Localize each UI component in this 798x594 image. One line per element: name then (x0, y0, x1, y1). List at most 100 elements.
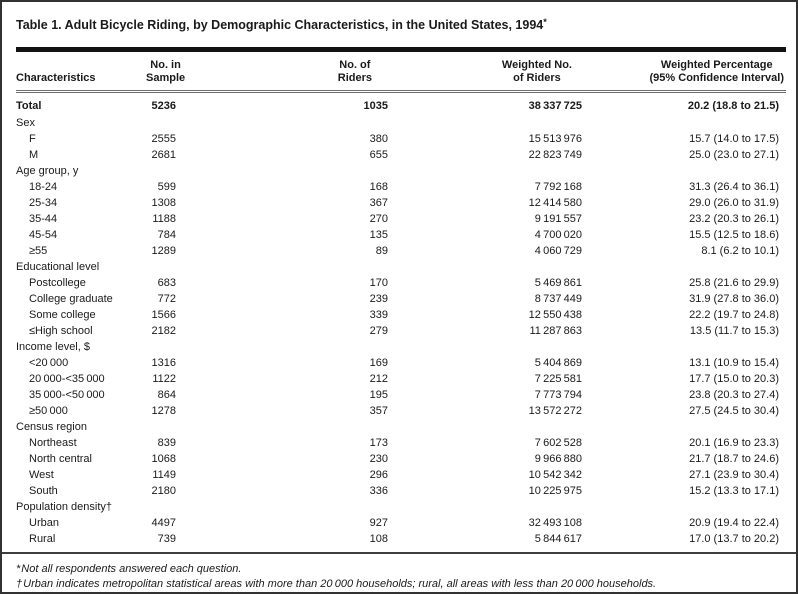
cell-weighted-no: 5 469 861 (534, 277, 582, 289)
cell-no-of-riders: 380 (369, 133, 388, 145)
cell-no-of-riders: 168 (369, 181, 388, 193)
cell-no-in-sample: 739 (157, 533, 176, 545)
cell-no-of-riders: 1035 (363, 100, 388, 112)
cell-weighted-pct: 15.2 (13.3 to 17.1) (689, 485, 779, 497)
cell-weighted-pct: 31.3 (26.4 to 36.1) (689, 181, 779, 193)
table-row: ≥50 000 1278 357 13 572 272 27.5 (24.5 to 30… (16, 403, 786, 419)
cell-no-in-sample: 784 (157, 229, 176, 241)
table-title-footnote-marker: * (543, 17, 547, 27)
section-label: Census region (16, 421, 87, 433)
table-row: F 2555 380 15 513 976 15.7 (14.0 to 17.5) (16, 131, 786, 147)
cell-characteristic: 45-54 (29, 229, 58, 241)
section-label: Sex (16, 117, 35, 129)
table-row: College graduate 772 239 8 737 449 31.9 (27.… (16, 291, 786, 307)
cell-no-in-sample: 4497 (151, 517, 176, 529)
cell-characteristic: 35-44 (29, 213, 58, 225)
column-header-characteristics: Characteristics (16, 47, 146, 93)
cell-weighted-pct: 20.2 (18.8 to 21.5) (687, 100, 779, 112)
cell-weighted-no: 10 542 342 (528, 469, 582, 481)
cell-weighted-pct: 25.0 (23.0 to 27.1) (689, 149, 779, 161)
cell-characteristic: ≥50 000 (29, 405, 68, 417)
cell-no-in-sample: 5236 (151, 100, 176, 112)
cell-no-of-riders: 279 (369, 325, 388, 337)
cell-no-of-riders: 270 (369, 213, 388, 225)
section-header-row: Educational level (16, 259, 786, 275)
footnote-marker: † (16, 578, 23, 590)
total-row: Total 5236 1035 38 337 725 20.2 (18.8 to 21.… (16, 92, 786, 116)
section-label: Age group, y (16, 165, 79, 177)
cell-no-of-riders: 336 (369, 485, 388, 497)
cell-no-of-riders: 357 (369, 405, 388, 417)
cell-characteristic: <20 000 (29, 357, 69, 369)
cell-no-in-sample: 839 (157, 437, 176, 449)
table-row: 35 000-<50 000 864 195 7 773 794 23.8 (20.3 … (16, 387, 786, 403)
table-row: 25-34 1308 367 12 414 580 29.0 (26.0 to 31.9… (16, 195, 786, 211)
cell-no-of-riders: 230 (369, 453, 388, 465)
cell-weighted-pct: 29.0 (26.0 to 31.9) (689, 197, 779, 209)
cell-no-in-sample: 2555 (151, 133, 176, 145)
cell-no-in-sample: 1188 (152, 213, 176, 225)
cell-no-of-riders: 170 (369, 277, 388, 289)
table-content: Table 1. Adult Bicycle Riding, by Demogr… (2, 2, 796, 547)
cell-no-in-sample: 1122 (152, 373, 176, 385)
cell-characteristic: 20 000-<35 000 (29, 373, 105, 385)
footnotes: *Not all respondents answered each quest… (2, 554, 796, 592)
table-row: South 2180 336 10 225 975 15.2 (13.3 to 17.1… (16, 483, 786, 499)
table-row: ≥55 1289 89 4 060 729 8.1 (6.2 to 10.1) (16, 243, 786, 259)
cell-no-in-sample: 1316 (151, 357, 176, 369)
footnote: †Urban indicates metropolitan statistica… (16, 577, 782, 592)
footnote-marker: * (16, 563, 21, 575)
column-header-no-of-riders: No. of Riders (261, 47, 421, 93)
cell-weighted-pct: 13.5 (11.7 to 15.3) (689, 325, 779, 337)
cell-no-of-riders: 339 (369, 309, 388, 321)
cell-characteristic: F (29, 133, 36, 145)
cell-weighted-no: 7 773 794 (534, 389, 582, 401)
cell-weighted-no: 9 191 557 (534, 213, 582, 225)
table-row: Northeast 839 173 7 602 528 20.1 (16.9 to 23… (16, 435, 786, 451)
cell-characteristic: Northeast (29, 437, 77, 449)
cell-weighted-pct: 20.9 (19.4 to 22.4) (689, 517, 779, 529)
column-header-weighted-percentage: Weighted Percentage (95% Confidence Inter… (596, 47, 786, 93)
cell-weighted-no: 15 513 976 (528, 133, 582, 145)
cell-no-in-sample: 2180 (151, 485, 176, 497)
cell-no-of-riders: 195 (369, 389, 388, 401)
cell-no-of-riders: 927 (369, 517, 388, 529)
cell-weighted-no: 8 737 449 (534, 293, 582, 305)
section-label: Income level, $ (16, 341, 90, 353)
table-row: Postcollege 683 170 5 469 861 25.8 (21.6 to … (16, 275, 786, 291)
cell-no-in-sample: 2182 (151, 325, 176, 337)
section-header-row: Sex (16, 115, 786, 131)
cell-weighted-pct: 8.1 (6.2 to 10.1) (701, 245, 779, 257)
cell-weighted-pct: 23.2 (20.3 to 26.1) (689, 213, 779, 225)
table-body: Total 5236 1035 38 337 725 20.2 (18.8 to 21.… (16, 92, 786, 548)
cell-weighted-pct: 27.1 (23.9 to 30.4) (689, 469, 779, 481)
cell-characteristic: Total (16, 100, 42, 112)
cell-no-of-riders: 367 (369, 197, 388, 209)
cell-no-of-riders: 169 (369, 357, 388, 369)
cell-characteristic: M (29, 149, 39, 161)
table-title-text: Table 1. Adult Bicycle Riding, by Demogr… (16, 18, 544, 32)
cell-weighted-pct: 31.9 (27.8 to 36.0) (689, 293, 779, 305)
cell-no-in-sample: 1308 (151, 197, 176, 209)
cell-weighted-no: 5 844 617 (534, 533, 582, 545)
cell-characteristic: Urban (29, 517, 59, 529)
header-row: Characteristics No. in Sample No. of Rider… (16, 47, 786, 93)
table-row: West 1149 296 10 542 342 27.1 (23.9 to 30.4) (16, 467, 786, 483)
footnote-divider-rule (2, 552, 796, 554)
cell-weighted-no: 7 792 168 (534, 181, 582, 193)
cell-weighted-no: 4 060 729 (534, 245, 582, 257)
cell-weighted-no: 5 404 869 (534, 357, 582, 369)
cell-characteristic: 18-24 (29, 181, 58, 193)
demographics-table: Characteristics No. in Sample No. of Rider… (16, 47, 786, 547)
cell-no-of-riders: 239 (369, 293, 388, 305)
cell-no-of-riders: 173 (369, 437, 388, 449)
cell-weighted-pct: 20.1 (16.9 to 23.3) (689, 437, 779, 449)
cell-weighted-no: 13 572 272 (528, 405, 582, 417)
cell-characteristic: College graduate (29, 293, 113, 305)
table-row: 35-44 1188 270 9 191 557 23.2 (20.3 to 26.1) (16, 211, 786, 227)
table-row: 45-54 784 135 4 700 020 15.5 (12.5 to 18.6) (16, 227, 786, 243)
table-row: Urban 4497 927 32 493 108 20.9 (19.4 to 22.4… (16, 515, 786, 531)
cell-weighted-pct: 21.7 (18.7 to 24.6) (689, 453, 779, 465)
cell-weighted-no: 10 225 975 (528, 485, 582, 497)
